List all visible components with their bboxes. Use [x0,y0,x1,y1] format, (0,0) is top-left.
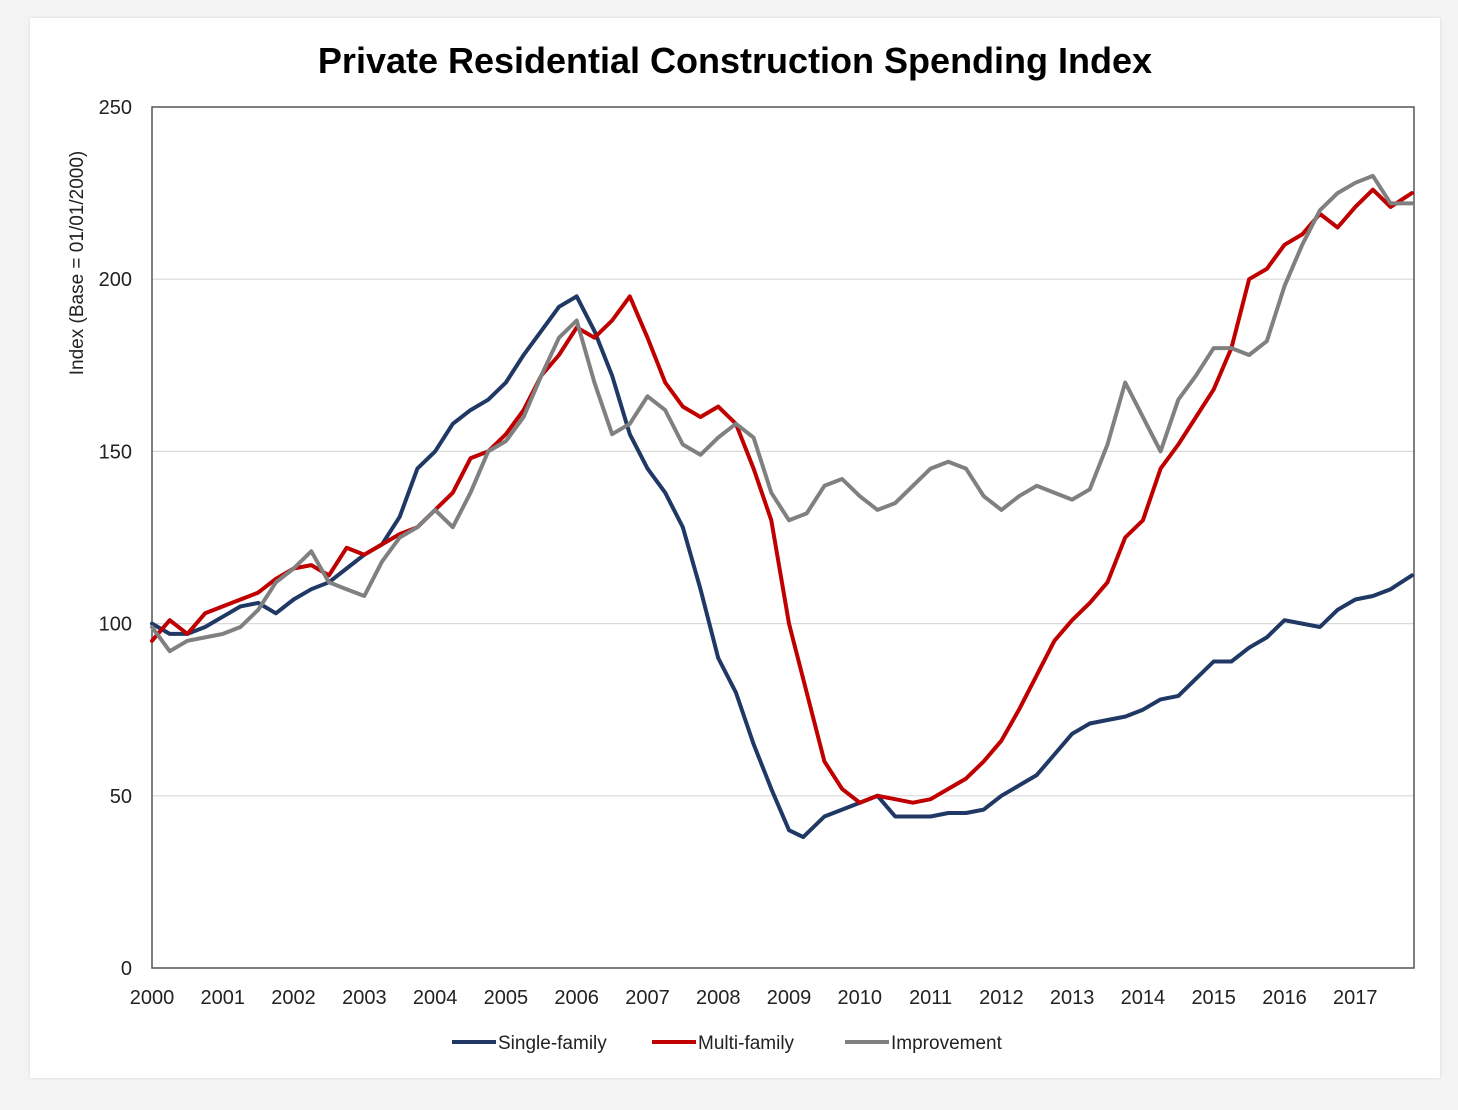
x-tick-label: 2012 [979,987,1024,1009]
x-tick-label: 2001 [201,987,246,1009]
x-tick-label: 2006 [554,987,599,1009]
y-tick-label: 0 [121,958,132,980]
grid-lines [152,278,1414,797]
x-tick-label: 2009 [767,987,812,1009]
x-tick-label: 2004 [413,987,458,1009]
x-tick-label: 2008 [696,987,741,1009]
y-tick-label: 100 [99,614,132,636]
x-tick-label: 2013 [1050,987,1095,1009]
x-tick-label: 2011 [909,987,952,1009]
y-tick-label: 250 [99,97,132,119]
series-lines [150,173,1414,840]
x-tick-label: 2017 [1333,987,1378,1009]
y-tick-label: 200 [99,269,132,291]
legend-label: Multi-family [698,1033,795,1054]
y-tick-label: 150 [99,441,132,463]
series-line-improvement [150,173,1414,654]
y-axis-ticks: 0 50 100 150 200 250 [99,97,132,980]
x-axis-ticks: 2000 2001 2002 2003 2004 2005 2006 2007 2008 2009… [130,987,1378,1009]
x-tick-label: 2000 [130,987,175,1009]
x-tick-label: 2010 [838,987,883,1009]
x-tick-label: 2002 [271,987,316,1009]
chart-card: Private Residential Construction Spendin… [30,18,1440,1078]
y-tick-label: 50 [110,786,132,808]
series-line-multi-family [150,187,1414,805]
legend-label: Single-family [498,1033,607,1054]
x-tick-label: 2005 [484,987,529,1009]
y-axis-label: Index (Base = 01/01/2000) [67,151,88,375]
plot-area-frame [151,106,1415,969]
series-line-single-family [150,294,1414,840]
x-tick-label: 2015 [1191,987,1236,1009]
chart-svg: Private Residential Construction Spendin… [67,40,1415,1054]
x-tick-label: 2007 [625,987,670,1009]
legend: Single-family Multi-family Improvement [452,1033,1003,1054]
chart-title: Private Residential Construction Spendin… [318,40,1152,81]
x-tick-label: 2003 [342,987,387,1009]
x-tick-label: 2016 [1262,987,1307,1009]
legend-label: Improvement [891,1033,1003,1054]
x-tick-label: 2014 [1121,987,1166,1009]
